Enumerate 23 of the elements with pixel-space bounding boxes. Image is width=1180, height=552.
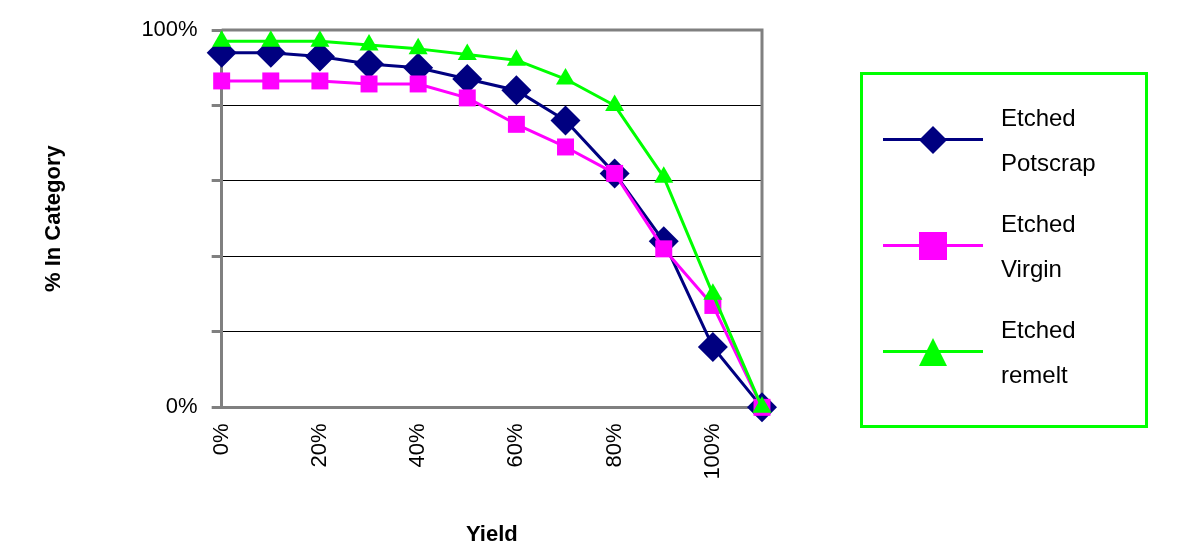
x-tick-label: 100% <box>698 423 724 480</box>
x-tick-label: 40% <box>404 423 430 468</box>
point <box>655 240 673 258</box>
point <box>311 72 329 90</box>
x-axis-title: Yield <box>465 520 518 546</box>
point <box>507 115 525 133</box>
legend-label: Etched Virgin <box>1001 209 1077 284</box>
point <box>262 72 280 90</box>
point <box>550 105 581 136</box>
legend-label: Etched Potscrap <box>1001 103 1097 178</box>
point <box>501 75 532 106</box>
x-tick-label: 60% <box>502 423 528 468</box>
point <box>458 89 476 107</box>
x-tick-label: 20% <box>305 423 331 468</box>
point <box>213 72 231 90</box>
x-tick-label: 0% <box>207 423 233 456</box>
point <box>557 138 574 156</box>
legend-label: Etched remelt <box>1001 315 1077 390</box>
point <box>409 75 427 93</box>
point <box>697 331 728 362</box>
y-axis-title: % In Category <box>40 144 66 293</box>
point <box>360 75 378 93</box>
x-tick-label: 80% <box>600 423 626 468</box>
